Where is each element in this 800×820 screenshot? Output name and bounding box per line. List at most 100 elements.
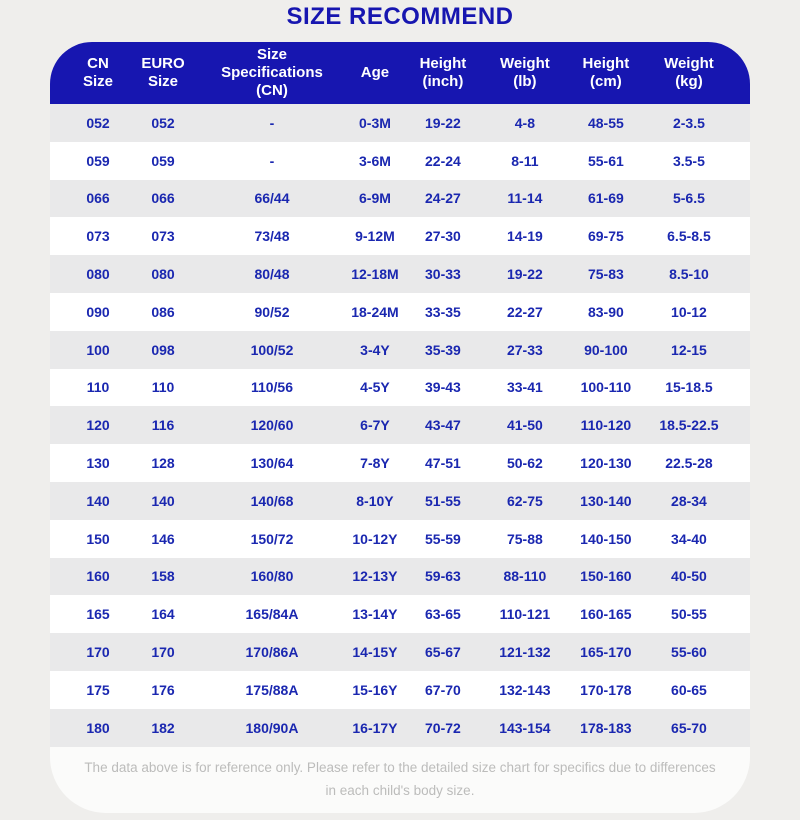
table-cell: 27-30	[425, 228, 461, 245]
table-cell: 19-22	[425, 114, 461, 131]
table-cell: 052	[151, 114, 175, 131]
table-cell: 140/68	[250, 492, 294, 509]
table-cell: 80/48	[254, 266, 290, 283]
column-header-euro-size: EURO Size	[141, 54, 185, 90]
table-cell: 150/72	[250, 530, 294, 547]
table-cell: 160	[86, 568, 110, 585]
table-row: 140 140 140/68 8-10Y 51-55 62-75 130-140 28-34	[50, 481, 750, 520]
table-cell: 170	[86, 644, 110, 661]
table-cell: 130-140	[580, 492, 632, 509]
table-cell: 33-41	[506, 379, 543, 396]
table-cell: 140-150	[580, 530, 632, 547]
table-header: CN Size EURO Size Size Specifications (CN) Age H…	[50, 42, 750, 104]
table-cell: 160/80	[250, 568, 294, 585]
table-row: 059 059 - 3-6M 22-24 8-11 55-61 3.5-5	[50, 141, 750, 180]
table-cell: 15-16Y	[352, 681, 398, 698]
table-cell: 43-47	[425, 417, 461, 434]
table-cell: 10-12Y	[352, 530, 398, 547]
table-cell: 75-88	[506, 530, 543, 547]
table-cell: 146	[151, 530, 175, 547]
table-cell: 116	[151, 417, 175, 434]
table-cell: 40-50	[671, 568, 707, 585]
table-cell: 6.5-8.5	[667, 228, 711, 245]
table-cell: 176	[151, 681, 175, 698]
table-row: 120 116 120/60 6-7Y 43-47 41-50 110-120 18.5-22…	[50, 406, 750, 445]
table-cell: -	[269, 152, 275, 169]
table-cell: 59-63	[425, 568, 461, 585]
table-cell: 15-18.5	[665, 379, 713, 396]
table-cell: 18.5-22.5	[659, 417, 719, 434]
table-row: 130 128 130/64 7-8Y 47-51 50-62 120-130 22.5-28	[50, 444, 750, 482]
table-cell: 120	[86, 417, 110, 434]
table-cell: 69-75	[587, 228, 624, 245]
table-cell: 39-43	[425, 379, 461, 396]
size-table-card: CN Size EURO Size Size Specifications (CN) Age H…	[50, 42, 750, 813]
table-cell: 90/52	[254, 303, 290, 320]
table-cell: 24-27	[425, 190, 461, 207]
table-cell: 5-6.5	[672, 190, 705, 207]
table-cell: 14-19	[506, 228, 543, 245]
table-cell: 110/56	[250, 379, 294, 396]
table-cell: 6-9M	[359, 190, 391, 207]
table-cell: 130/64	[250, 455, 294, 472]
table-cell: 30-33	[425, 266, 461, 283]
table-cell: 9-12M	[355, 228, 395, 245]
table-cell: 086	[151, 303, 175, 320]
table-cell: 16-17Y	[352, 719, 398, 736]
table-cell: 12-13Y	[352, 568, 398, 585]
table-cell: 12-15	[671, 341, 707, 358]
table-cell: 175	[86, 681, 110, 698]
table-cell: 10-12	[671, 303, 707, 320]
table-cell: 7-8Y	[360, 455, 390, 472]
table-cell: 080	[86, 266, 110, 283]
table-cell: 66/44	[254, 190, 290, 207]
table-cell: 14-15Y	[352, 644, 398, 661]
table-row: 165 164 165/84A 13-14Y 63-65 110-121 160-165 50…	[50, 595, 750, 634]
table-row: 100 098 100/52 3-4Y 35-39 27-33 90-100 12-15	[50, 330, 750, 369]
table-body: 052 052 - 0-3M 19-22 4-8 48-55 2-3.5 059 059 - 3-6M…	[50, 104, 750, 747]
table-row: 160 158 160/80 12-13Y 59-63 88-110 150-160 40-5…	[50, 557, 750, 596]
table-row: 170 170 170/86A 14-15Y 65-67 121-132 165-170 55…	[50, 633, 750, 671]
table-row: 066 066 66/44 6-9M 24-27 11-14 61-69 5-6.5	[50, 179, 750, 218]
table-cell: 22.5-28	[665, 455, 713, 472]
table-cell: 121-132	[499, 644, 551, 661]
table-cell: 140	[151, 492, 175, 509]
column-header-height-cm: Height (cm)	[582, 54, 630, 90]
table-cell: 130	[86, 455, 110, 472]
table-cell: 12-18M	[351, 266, 399, 283]
table-cell: 110	[86, 379, 110, 396]
table-row: 080 080 80/48 12-18M 30-33 19-22 75-83 8.5-10	[50, 255, 750, 293]
table-cell: 178-183	[580, 719, 632, 736]
table-cell: 073	[86, 228, 110, 245]
table-cell: 150	[86, 530, 110, 547]
table-cell: 65-67	[425, 644, 461, 661]
table-cell: 4-8	[514, 114, 535, 131]
table-row: 150 146 150/72 10-12Y 55-59 75-88 140-150 34-40	[50, 519, 750, 558]
table-cell: 180	[86, 719, 110, 736]
table-cell: 8-11	[511, 152, 539, 169]
table-cell: 132-143	[499, 681, 551, 698]
table-cell: 50-62	[506, 455, 543, 472]
table-cell: 11-14	[507, 190, 543, 207]
table-cell: 165	[86, 606, 110, 623]
table-row: 110 110 110/56 4-5Y 39-43 33-41 100-110 15-18.5	[50, 368, 750, 407]
table-cell: 170	[151, 644, 175, 661]
table-cell: 160-165	[580, 606, 632, 623]
table-cell: 100/52	[250, 341, 294, 358]
column-header-weight-kg: Weight (kg)	[664, 54, 714, 90]
column-header-size-spec: Size Specifications (CN)	[221, 45, 323, 100]
table-cell: 3-6M	[359, 152, 391, 169]
table-cell: 55-61	[587, 152, 624, 169]
table-cell: 55-60	[671, 644, 707, 661]
table-cell: 100-110	[580, 379, 632, 396]
table-cell: 143-154	[499, 719, 551, 736]
table-cell: 27-33	[506, 341, 543, 358]
table-row: 073 073 73/48 9-12M 27-30 14-19 69-75 6.5-8.5	[50, 217, 750, 256]
table-cell: 67-70	[425, 681, 461, 698]
table-cell: 110-120	[580, 417, 632, 434]
table-row: 175 176 175/88A 15-16Y 67-70 132-143 170-178 60…	[50, 670, 750, 709]
table-cell: 22-27	[506, 303, 543, 320]
table-cell: 098	[151, 341, 175, 358]
table-cell: 55-59	[425, 530, 461, 547]
table-cell: 2-3.5	[672, 114, 705, 131]
